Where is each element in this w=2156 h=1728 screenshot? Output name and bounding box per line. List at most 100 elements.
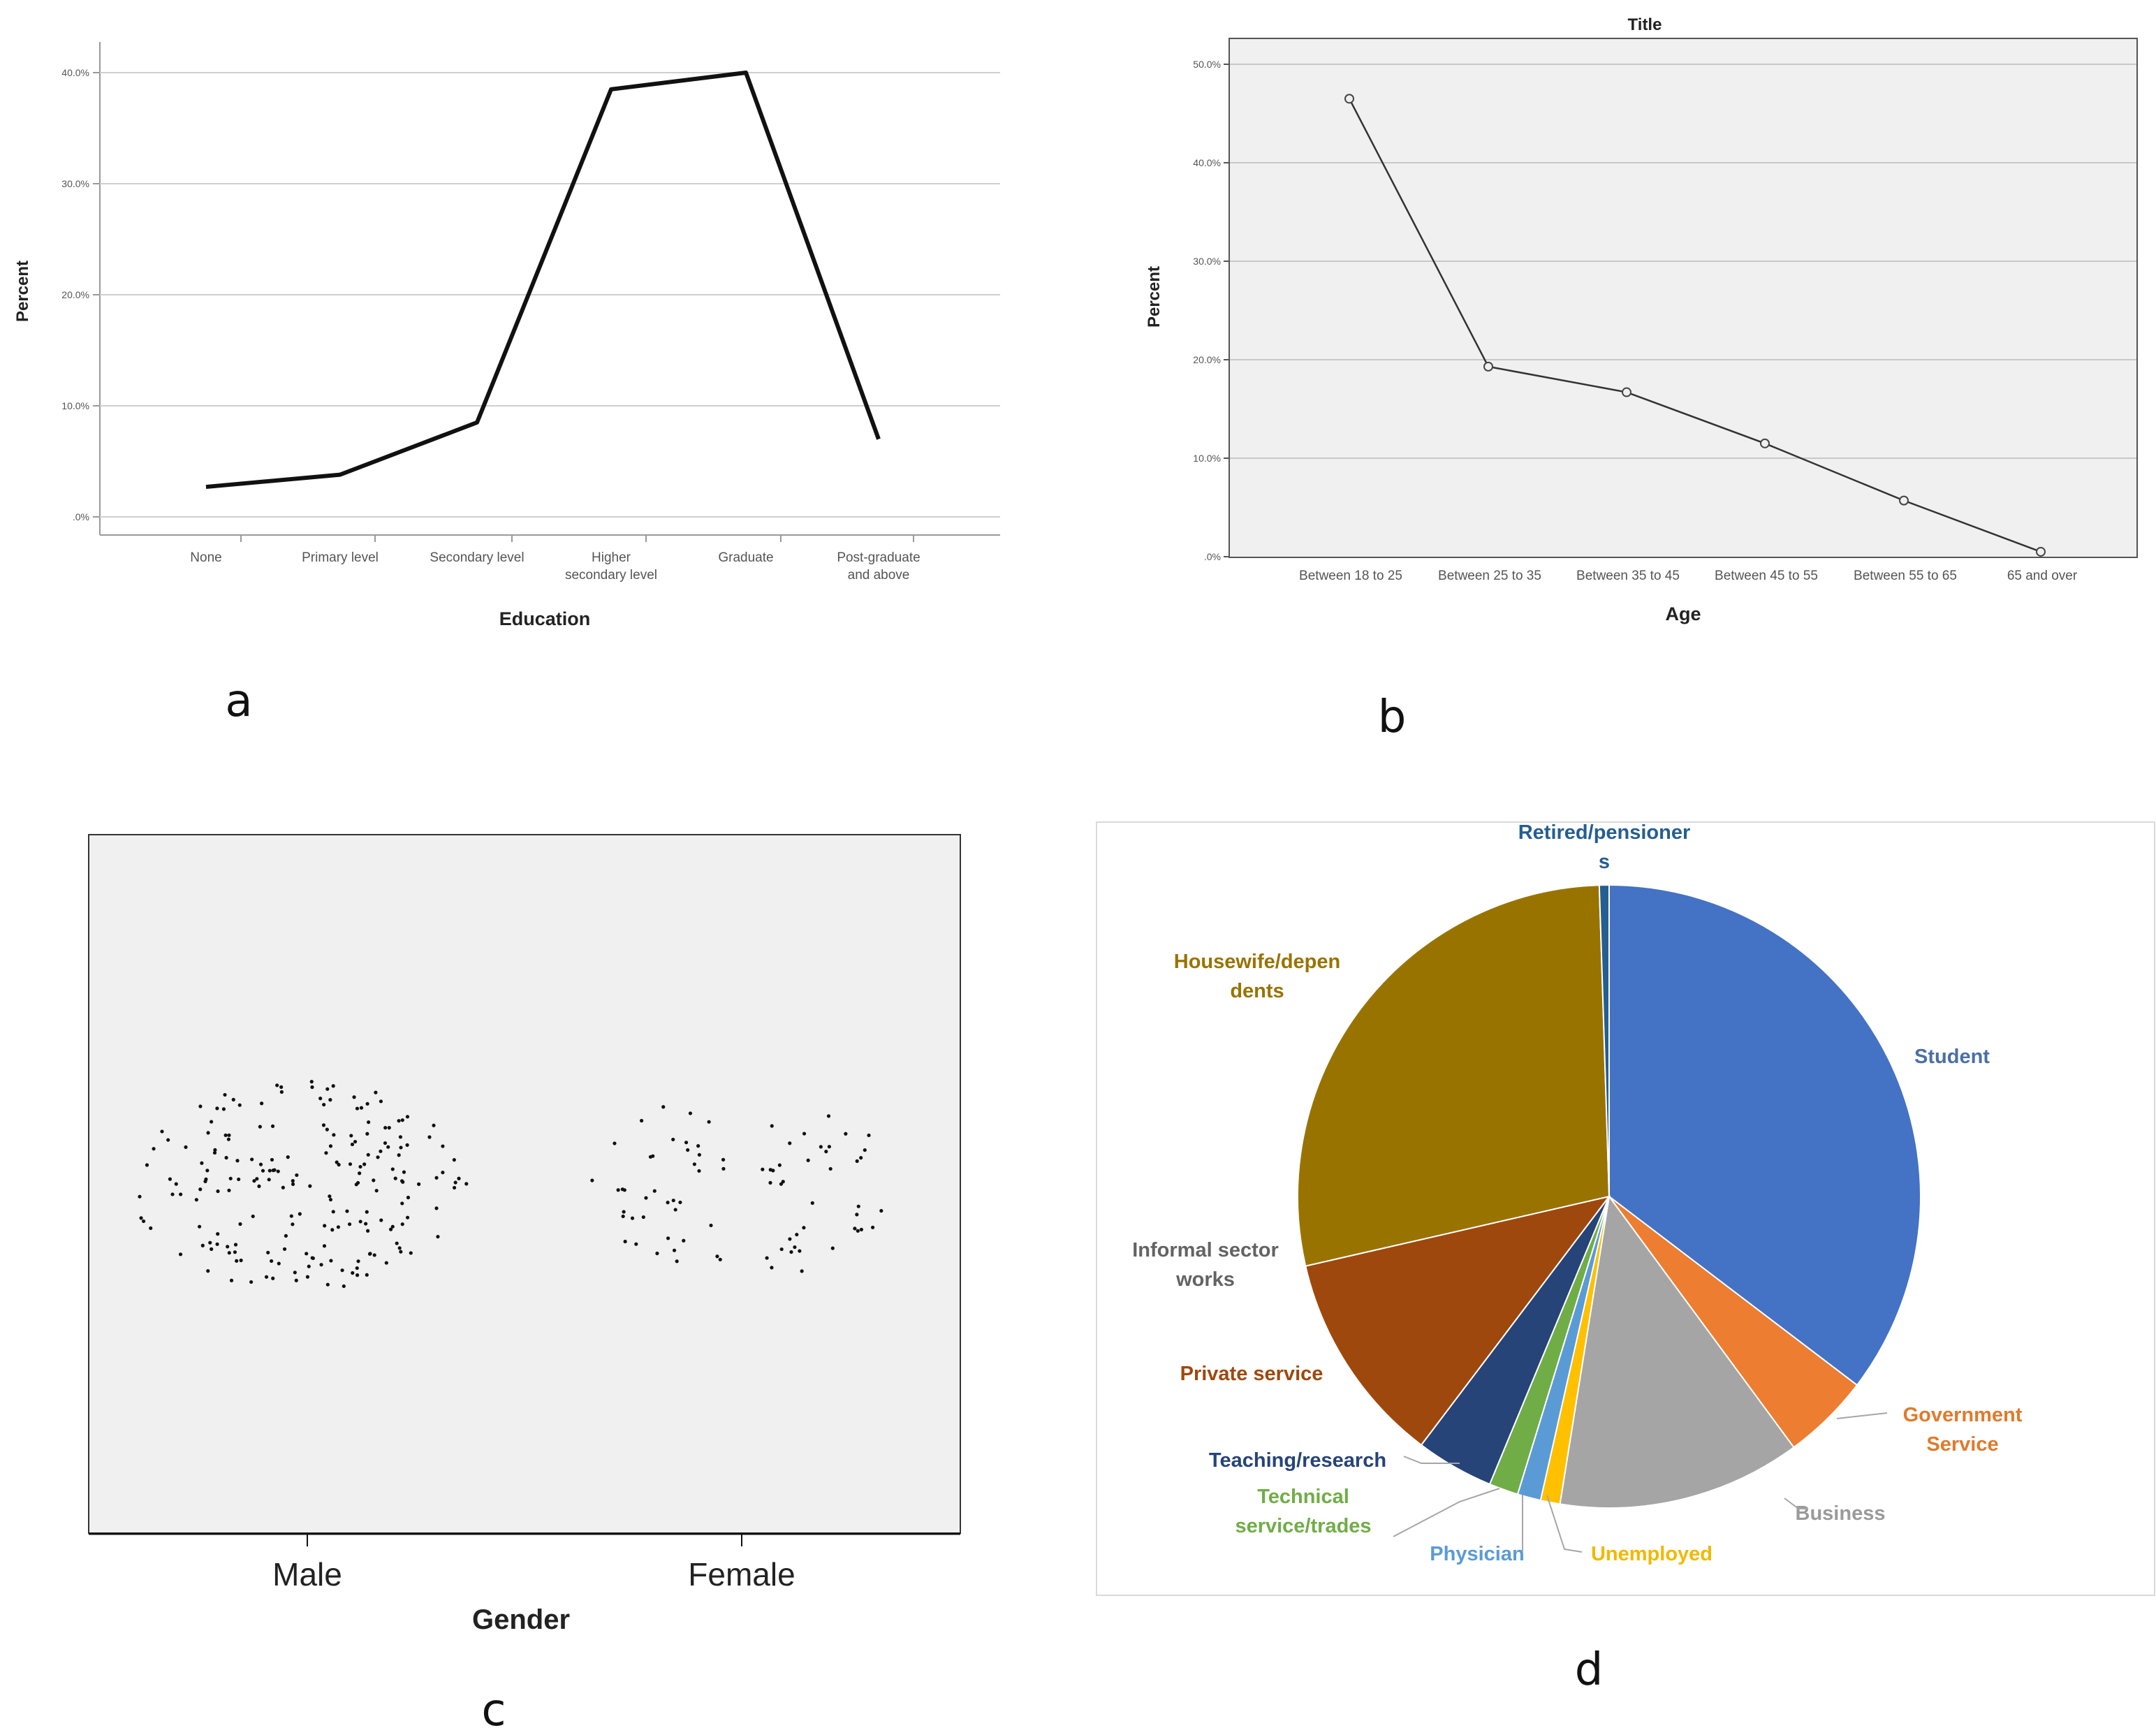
panel-c-data-point [640,1118,644,1123]
panel-letter-b: b [1378,691,1407,743]
panel-c-data-point [393,1176,397,1180]
panel-c-data-point [806,1158,810,1162]
panel-c-data-point [233,1243,238,1247]
panel-c-data-point [673,1208,677,1212]
panel-c-data-point [661,1105,666,1109]
panel-c-data-point [322,1244,327,1248]
pie-label-teaching-research: Teaching/research [1209,1449,1386,1472]
panel-c-data-point [355,1266,359,1271]
panel-c-data-point [358,1220,362,1224]
panel-c-data-point [399,1145,403,1150]
panel-a-x-tick-label: None [190,550,221,565]
panel-c-data-point [223,1092,227,1097]
panel-c-data-point [452,1157,456,1162]
panel-b-y-tick-label: .0% [1204,551,1221,562]
panel-c-data-point [149,1226,153,1231]
panel-c-data-point [284,1233,288,1238]
panel-c-data-point [227,1133,231,1137]
panel-c-data-point [859,1227,863,1231]
panel-c-data-point [434,1206,439,1210]
panel-c-data-point [318,1097,323,1101]
panel-c-data-point [399,1250,403,1254]
pie-slice-retired-pensioners [1598,884,1610,1197]
panel-c-data-point [644,1196,648,1200]
panel-c-data-point [671,1199,675,1203]
panel-b-age-chart: .0% 10.0% 20.0% 30.0% 40.0% 50.0% Between 18 … [1145,15,2138,624]
panel-c-data-point [671,1137,675,1142]
panel-c-data-point [867,1133,871,1138]
panel-c-data-point [258,1162,263,1166]
panel-b-point-marker [1344,94,1354,104]
panel-c-data-point [295,1173,299,1178]
panel-c-data-point [788,1237,792,1241]
panel-c-data-point [170,1192,175,1196]
panel-c-data-point [329,1259,333,1263]
panel-c-data-point [715,1254,719,1259]
pie-label-private-service: Private service [1180,1363,1323,1385]
panel-c-data-point [368,1252,372,1256]
panel-c-data-point [406,1215,410,1220]
panel-c-data-point [788,1141,792,1145]
panel-c-data-point [365,1101,369,1106]
panel-c-data-point [249,1280,254,1284]
panel-c-data-point [388,1227,393,1231]
panel-c-data-point [174,1182,178,1186]
panel-c-data-point [688,1111,693,1115]
panel-a-x-tick-label: Graduate [718,550,773,565]
panel-c-data-point [374,1189,379,1193]
panel-c-data-point [366,1229,370,1233]
panel-c-data-point [802,1132,807,1136]
panel-b-y-tick-label: 20.0% [1193,354,1221,365]
panel-c-data-point [800,1269,804,1273]
panel-c-data-point [621,1214,625,1219]
panel-c-data-point [666,1201,670,1205]
pie-leader-line [1836,1412,1888,1419]
panel-c-data-point [328,1098,332,1102]
panel-c-data-point [356,1259,360,1264]
panel-c-data-point [319,1263,323,1267]
panel-a-x-tick-label: Secondary level [430,550,524,565]
panel-c-data-point [398,1135,403,1139]
panel-c-data-point [397,1153,401,1157]
panel-c-data-point [364,1222,368,1226]
panel-c-data-point [402,1170,406,1174]
panel-c-data-point [770,1266,774,1270]
panel-c-data-point [387,1126,391,1130]
panel-c-data-point [282,1247,287,1251]
panel-c-data-point [340,1268,344,1273]
panel-b-y-title: Percent [1145,266,1164,328]
panel-c-data-point [178,1252,183,1257]
panel-c-data-point [216,1189,220,1194]
panel-c-data-point [311,1256,315,1261]
panel-c-data-point [347,1222,352,1227]
panel-c-data-point [400,1201,404,1206]
panel-a-series-line [205,71,881,490]
panel-a-y-tick-label: 30.0% [61,178,89,189]
panel-c-data-point [307,1264,311,1268]
panel-c-data-point [223,1133,228,1137]
panel-c-data-point [798,1249,802,1253]
panel-c-data-point [258,1125,262,1129]
panel-c-data-point [252,1179,256,1183]
panel-c-data-point [238,1222,242,1227]
panel-c-data-point [215,1106,219,1111]
panel-c-data-point [345,1209,349,1213]
panel-b-x-tick-label: Between 45 to 55 [1715,569,1818,583]
panel-c-data-point [325,1087,330,1091]
panel-c-data-point [623,1239,627,1244]
panel-c-data-point [276,1169,280,1173]
panel-c-data-point [335,1160,339,1164]
panel-a-x-tick-label: Primary level [302,550,379,565]
panel-c-data-point [795,1232,799,1237]
panel-c-data-point [672,1248,677,1252]
panel-c-data-point [138,1194,142,1199]
panel-c-data-point [255,1177,259,1181]
panel-c-data-point [856,1229,860,1233]
panel-c-data-point [383,1125,388,1130]
panel-a-education-chart: .0% 10.0% 20.0% 30.0% 40.0% None Primary leve… [13,28,1000,657]
panel-c-data-point [390,1224,395,1229]
panel-c-data-point [309,1080,314,1084]
panel-c-x-title: Gender [472,1604,570,1635]
panel-c-data-point [879,1208,883,1213]
panel-c-data-point [686,1148,690,1152]
